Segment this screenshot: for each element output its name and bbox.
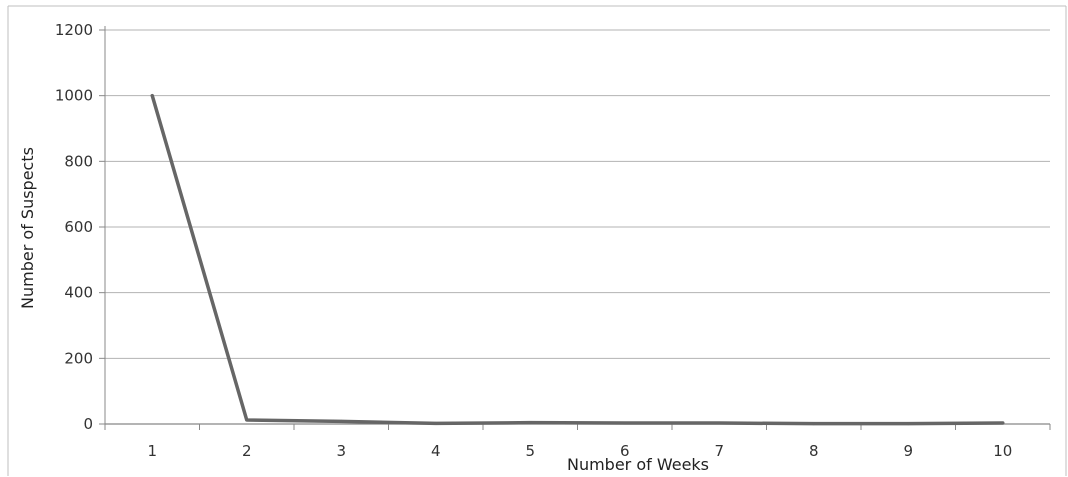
data-point-5 <box>528 421 532 425</box>
data-point-9 <box>906 422 910 426</box>
y-tick-label: 800 <box>64 152 93 170</box>
y-tick-label: 1000 <box>55 87 93 105</box>
y-axis-title: Number of Suspects <box>18 147 37 309</box>
y-tick-label: 600 <box>64 218 93 236</box>
y-axis-tick-labels: 0 200 400 600 800 1000 1200 <box>55 21 93 433</box>
data-series <box>150 93 1005 426</box>
x-tick-label: 2 <box>242 442 252 460</box>
data-point-10 <box>1001 421 1005 425</box>
data-point-2 <box>245 418 249 422</box>
series-line-0 <box>150 93 1005 426</box>
data-point-4 <box>434 421 438 425</box>
y-tick-label: 1200 <box>55 21 93 39</box>
y-tick-label: 200 <box>64 349 93 367</box>
x-tick-label: 3 <box>336 442 346 460</box>
data-point-1 <box>150 94 154 98</box>
data-point-3 <box>339 419 343 423</box>
data-point-7 <box>717 421 721 425</box>
x-tick-label: 6 <box>620 442 630 460</box>
axes <box>99 26 1051 430</box>
x-axis-tick-labels: 1 2 3 4 5 6 7 8 9 10 <box>147 442 1012 460</box>
x-tick-label: 5 <box>525 442 535 460</box>
gridlines <box>105 29 1050 359</box>
x-tick-label: 1 <box>147 442 157 460</box>
x-tick-label: 8 <box>809 442 819 460</box>
data-point-8 <box>812 422 816 426</box>
y-tick-label: 400 <box>64 284 93 302</box>
x-tick-label: 10 <box>993 442 1012 460</box>
x-tick-label: 4 <box>431 442 441 460</box>
x-tick-label: 9 <box>903 442 913 460</box>
x-tick-label: 7 <box>714 442 724 460</box>
x-axis-title: Number of Weeks <box>567 455 709 474</box>
y-tick-label: 0 <box>83 415 93 433</box>
data-point-6 <box>623 421 627 425</box>
